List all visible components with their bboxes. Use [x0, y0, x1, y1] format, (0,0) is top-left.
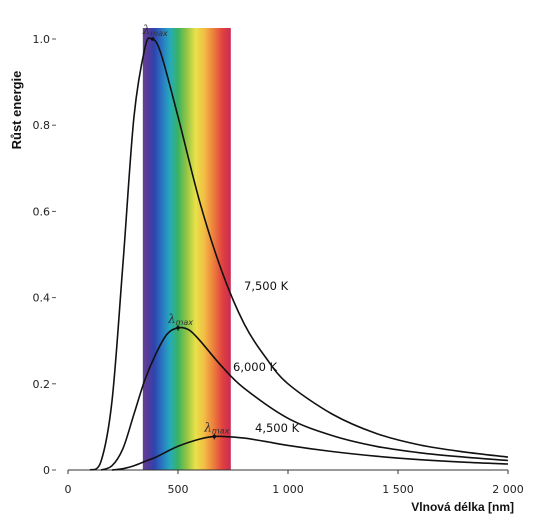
y-tick-label: 0.4	[33, 292, 51, 305]
x-tick-label: 1 000	[272, 483, 304, 496]
series-line	[111, 435, 509, 471]
y-tick-label: 0.6	[33, 205, 51, 218]
y-tick-label: 0.8	[33, 119, 51, 132]
x-tick-label: 1 500	[382, 483, 414, 496]
series-line	[100, 326, 509, 471]
y-tick-label: 0.2	[33, 378, 51, 391]
x-axis-ticks: 0 500 1 000 1 500 2 000	[65, 470, 524, 496]
series-label: 4,500 K	[255, 421, 300, 435]
series-label: 7,500 K	[244, 279, 289, 293]
y-tick-label: 0	[43, 464, 50, 477]
series-line	[89, 37, 509, 471]
y-axis-ticks: 0 0.2 0.4 0.6 0.8 1.0	[33, 33, 56, 477]
lambda-max-subscript: max	[176, 318, 194, 327]
x-tick-label: 500	[168, 483, 189, 496]
y-tick-label: 1.0	[33, 33, 51, 46]
peak-point	[150, 37, 155, 41]
x-tick-label: 0	[65, 483, 72, 496]
series-curves	[89, 37, 509, 471]
y-axis-label: Růst energie	[9, 71, 24, 150]
visible-spectrum-band	[142, 28, 231, 470]
x-axis-label: Vlnová délka [nm]	[411, 500, 514, 514]
x-tick-label: 2 000	[492, 483, 524, 496]
lambda-max-label: λmax	[142, 23, 168, 38]
series-label: 6,000 K	[233, 360, 278, 374]
series-labels: 7,500 K 6,000 K 4,500 K	[233, 279, 300, 435]
lambda-max-subscript: max	[212, 426, 230, 435]
lambda-max-subscript: max	[150, 29, 168, 38]
